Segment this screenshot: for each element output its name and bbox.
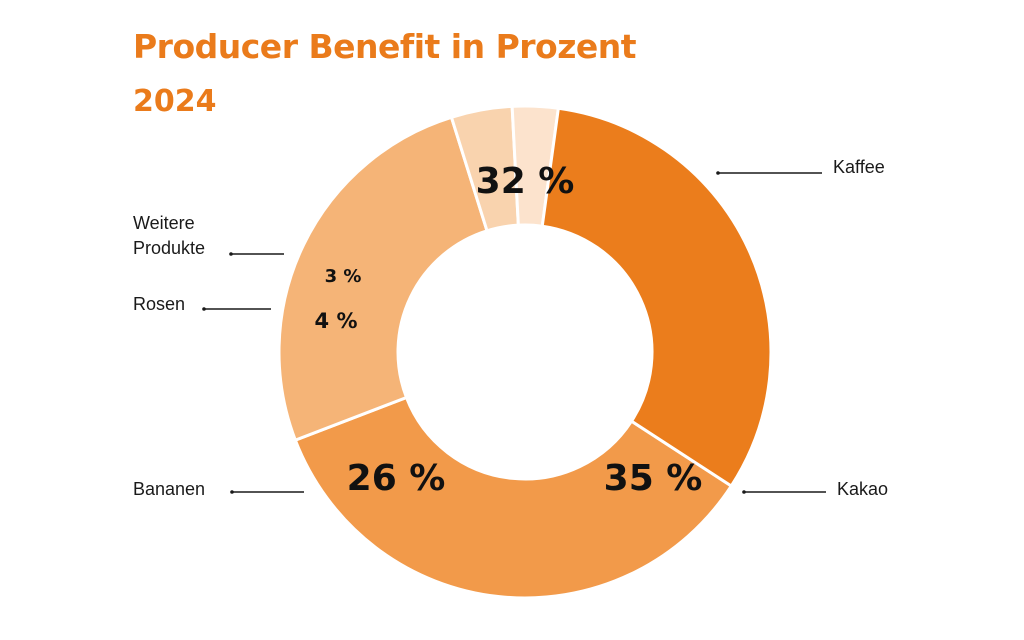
category-label-rosen: Rosen xyxy=(133,294,185,314)
slice-kakao xyxy=(293,395,734,600)
value-label-rosen: 4 % xyxy=(315,309,358,333)
chart-title: Producer Benefit in Prozent xyxy=(133,27,637,66)
value-label-bananen: 26 % xyxy=(347,458,446,499)
value-label-weitere-produkte: 3 % xyxy=(325,266,362,287)
leader-dot-weitere-produkte xyxy=(229,252,233,256)
category-label-kakao: Kakao xyxy=(837,479,888,499)
category-label-kaffee: Kaffee xyxy=(833,157,885,177)
chart-subtitle: 2024 xyxy=(133,84,217,119)
leader-dot-rosen xyxy=(202,307,206,311)
category-label-weitere-produkte-line2: Produkte xyxy=(133,238,205,258)
category-label-bananen: Bananen xyxy=(133,479,205,499)
leader-dot-kaffee xyxy=(716,171,720,175)
leader-dot-bananen xyxy=(230,490,234,494)
category-label-weitere-produkte: Weitere xyxy=(133,213,195,233)
slice-kaffee xyxy=(540,106,773,489)
value-label-kakao: 35 % xyxy=(604,458,703,499)
leader-dot-kakao xyxy=(742,490,746,494)
slice-bananen xyxy=(277,115,489,443)
value-label-kaffee: 32 % xyxy=(476,161,575,202)
